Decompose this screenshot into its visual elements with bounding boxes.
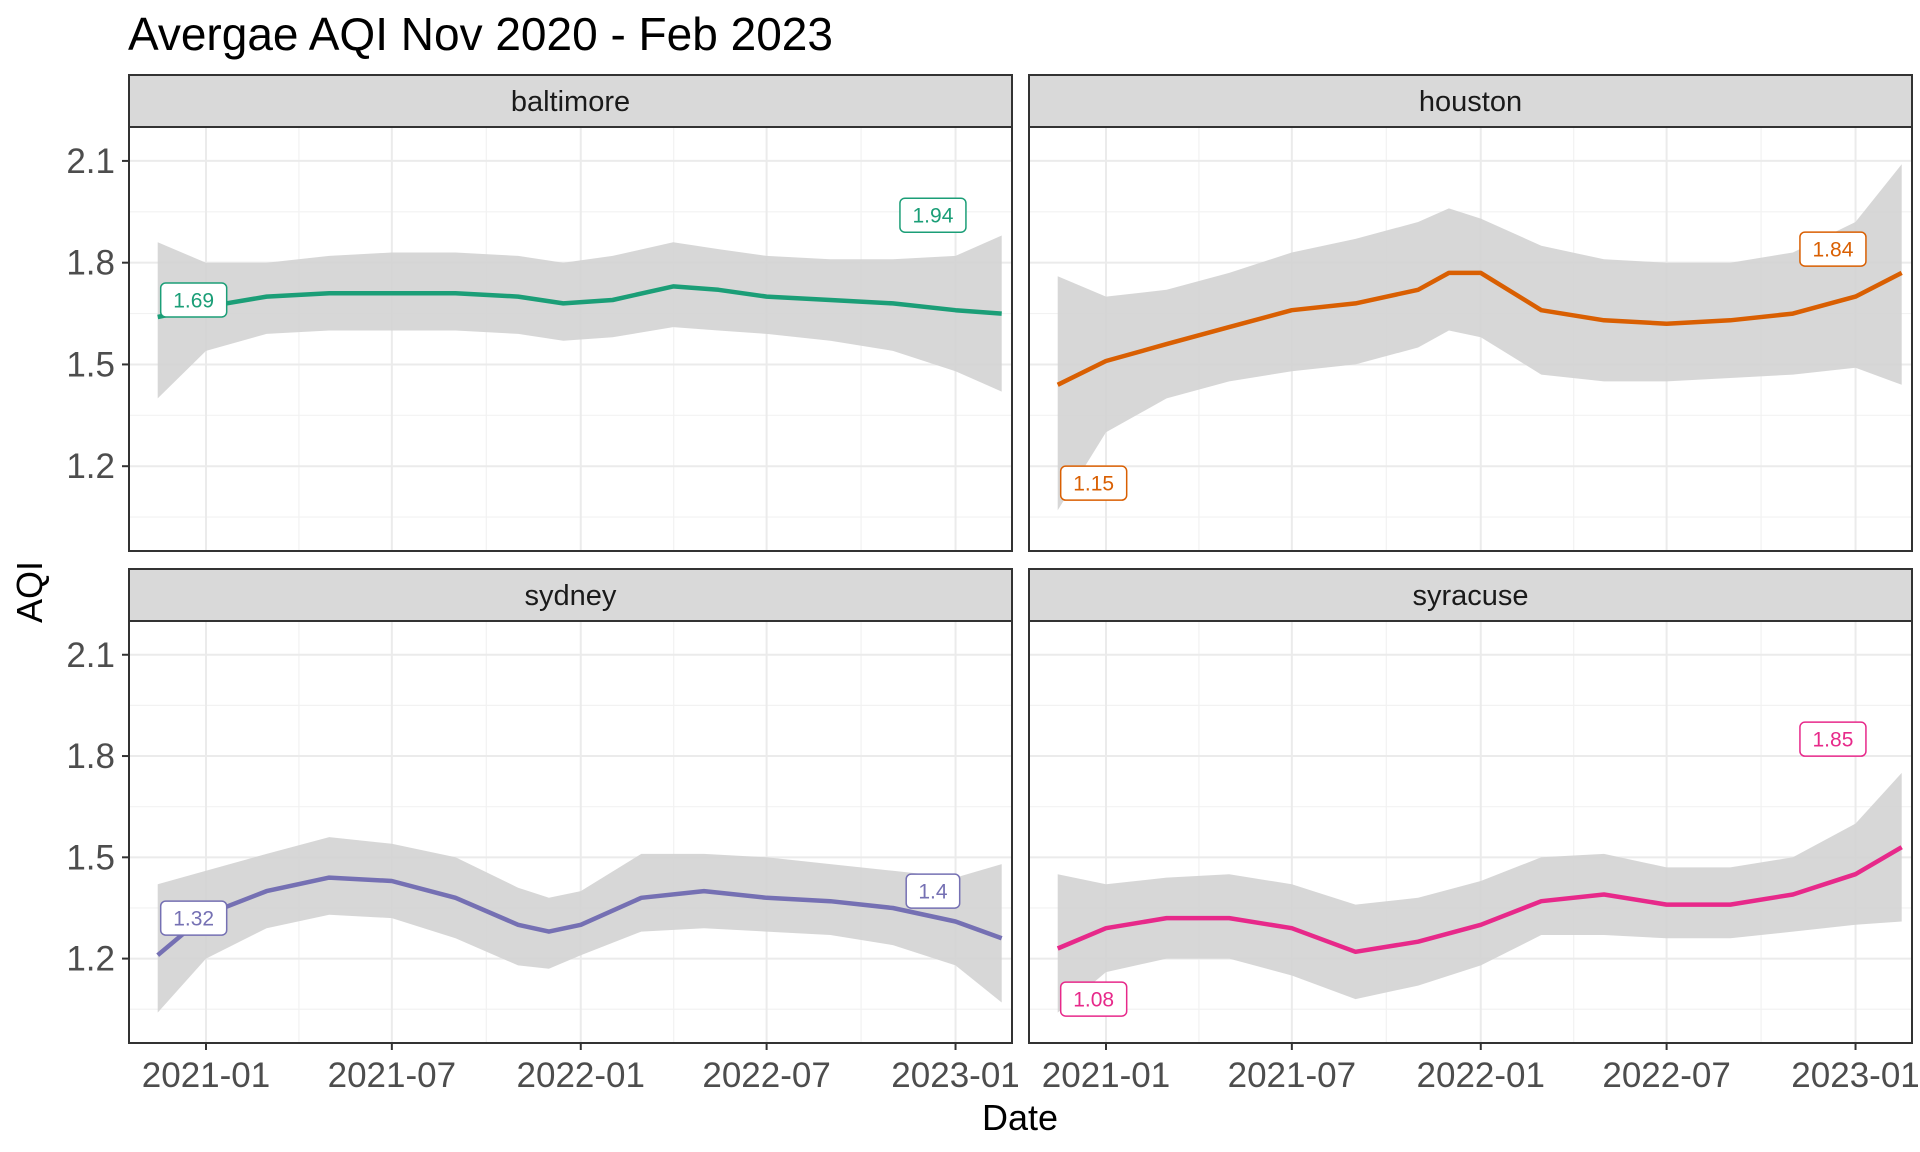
value-label-box — [159, 282, 228, 318]
strip-houston — [1028, 74, 1913, 128]
panel-background — [1029, 621, 1912, 1043]
series-line-sydney — [156, 875, 1003, 957]
series-line-baltimore — [157, 284, 1002, 320]
value-label-box — [905, 873, 961, 909]
panel-background — [129, 621, 1012, 1043]
y-tick-label: 1.5 — [66, 345, 115, 384]
y-tick-label: 2.1 — [66, 636, 115, 675]
x-tick-label: 2021-07 — [328, 1056, 456, 1095]
value-label-box — [1059, 981, 1128, 1017]
y-axis-title: AQI — [9, 561, 50, 623]
confidence-band-baltimore — [157, 235, 1002, 399]
value-label-box — [159, 900, 228, 936]
facet-panels: 1.69 1.94 baltimore 1.2 1.5 1.8 2.1 1.15 1.84 hou… — [66, 74, 1920, 1095]
value-label-box — [1799, 231, 1867, 267]
x-tick-label: 2023-01 — [1791, 1056, 1919, 1095]
y-tick-label: 1.2 — [66, 447, 115, 486]
strip-label: sydney — [525, 580, 617, 612]
value-label: 1.08 — [1073, 989, 1114, 1012]
x-tick-label: 2022-07 — [702, 1056, 830, 1095]
strip-baltimore — [128, 74, 1013, 128]
value-label: 1.4 — [918, 881, 948, 904]
strip-sydney — [128, 568, 1013, 622]
value-label: 1.84 — [1813, 239, 1854, 262]
panel-baltimore: 1.69 1.94 baltimore 1.2 1.5 1.8 2.1 — [66, 74, 1013, 552]
value-label: 1.94 — [913, 205, 954, 228]
x-tick-label: 2021-01 — [142, 1056, 270, 1095]
y-tick-label: 2.1 — [66, 142, 115, 181]
x-axis-title: Date — [982, 1097, 1058, 1138]
y-tick-label: 1.5 — [66, 838, 115, 877]
y-tick-label: 1.8 — [66, 737, 115, 776]
strip-label: baltimore — [511, 86, 630, 118]
value-label-box — [1799, 721, 1867, 757]
x-tick-label: 2022-01 — [517, 1056, 645, 1095]
value-label: 1.15 — [1073, 473, 1114, 496]
y-tick-label: 1.2 — [66, 940, 115, 979]
x-tick-label: 2023-01 — [891, 1056, 1019, 1095]
panel-houston: 1.15 1.84 houston — [1028, 74, 1913, 552]
value-label-box — [1059, 465, 1128, 501]
x-tick-label: 2021-01 — [1042, 1056, 1170, 1095]
value-label-box — [899, 197, 967, 233]
x-tick-label: 2022-07 — [1602, 1056, 1730, 1095]
chart-title: Avergae AQI Nov 2020 - Feb 2023 — [128, 8, 833, 60]
strip-syracuse — [1028, 568, 1913, 622]
strip-label: houston — [1419, 86, 1522, 118]
y-tick-label: 1.8 — [66, 244, 115, 283]
value-label: 1.32 — [173, 908, 214, 931]
x-tick-label: 2021-07 — [1228, 1056, 1356, 1095]
panel-sydney: 1.32 1.4 sydney 1.2 1.5 1.8 2.1 2021-01 2021-07 2… — [66, 568, 1020, 1095]
x-tick-label: 2022-01 — [1417, 1056, 1545, 1095]
confidence-band-syracuse — [1057, 772, 1902, 1013]
value-label: 1.85 — [1813, 729, 1854, 752]
panel-syracuse: 1.08 1.85 syracuse 2021-01 2021-07 2022-01 202… — [1028, 568, 1920, 1095]
strip-label: syracuse — [1412, 580, 1528, 612]
series-line-syracuse — [1056, 845, 1903, 955]
value-label: 1.69 — [173, 289, 214, 312]
series-line-houston — [1056, 270, 1903, 387]
confidence-band-houston — [1057, 164, 1902, 511]
